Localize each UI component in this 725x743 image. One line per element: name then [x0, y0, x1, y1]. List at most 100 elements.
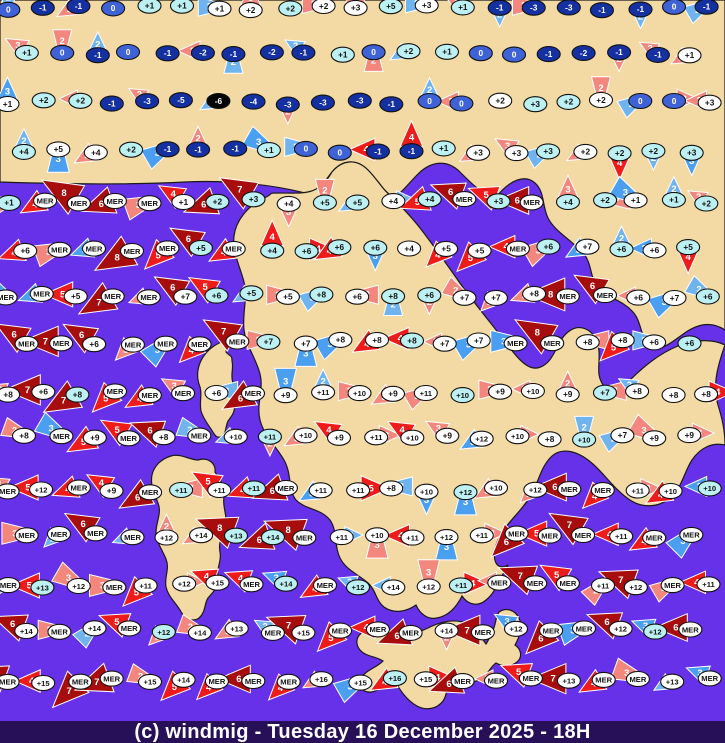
- svg-text:+3: +3: [422, 0, 432, 10]
- svg-text:+5: +5: [353, 197, 363, 207]
- svg-text:-1: -1: [39, 3, 47, 13]
- svg-text:MER: MER: [104, 292, 121, 301]
- svg-text:+12: +12: [475, 435, 488, 444]
- svg-text:MER: MER: [522, 674, 539, 683]
- svg-text:6: 6: [552, 482, 557, 493]
- svg-text:+3: +3: [249, 194, 259, 204]
- svg-text:+9: +9: [388, 389, 398, 399]
- svg-text:6: 6: [170, 283, 175, 294]
- svg-text:0: 0: [304, 144, 309, 154]
- svg-text:+12: +12: [440, 533, 453, 542]
- svg-text:+1: +1: [631, 195, 641, 205]
- svg-text:+6: +6: [212, 388, 222, 398]
- svg-text:8: 8: [535, 328, 540, 339]
- svg-text:-3: -3: [143, 96, 151, 106]
- svg-text:+2: +2: [319, 1, 329, 11]
- svg-text:+6: +6: [703, 291, 713, 301]
- svg-text:6: 6: [673, 623, 678, 634]
- svg-text:+12: +12: [35, 485, 48, 494]
- svg-text:+15: +15: [297, 629, 311, 638]
- svg-text:-3: -3: [530, 3, 538, 13]
- svg-text:MER: MER: [70, 483, 87, 492]
- svg-text:+8: +8: [632, 386, 642, 396]
- svg-text:MER: MER: [559, 292, 576, 301]
- svg-text:MER: MER: [103, 674, 120, 683]
- svg-text:-2: -2: [199, 48, 207, 58]
- svg-text:+6: +6: [544, 241, 554, 251]
- svg-text:+7: +7: [181, 292, 191, 302]
- svg-text:+2: +2: [702, 198, 712, 208]
- svg-text:+6: +6: [425, 290, 435, 300]
- svg-text:-1: -1: [388, 99, 396, 109]
- svg-text:6: 6: [79, 330, 84, 341]
- svg-text:+15: +15: [419, 675, 433, 684]
- svg-text:3: 3: [426, 568, 431, 579]
- svg-text:+1: +1: [145, 1, 155, 11]
- svg-text:0: 0: [371, 47, 376, 57]
- svg-text:+6: +6: [617, 244, 627, 254]
- svg-text:+3: +3: [351, 3, 361, 13]
- svg-text:+12: +12: [160, 533, 173, 542]
- svg-text:MER: MER: [629, 675, 646, 684]
- svg-text:+12: +12: [157, 628, 170, 637]
- svg-text:0: 0: [6, 5, 11, 15]
- svg-text:MER: MER: [0, 581, 17, 590]
- svg-text:-1: -1: [408, 146, 416, 156]
- svg-text:+12: +12: [178, 580, 191, 589]
- svg-text:MER: MER: [488, 677, 505, 686]
- svg-text:-1: -1: [300, 47, 308, 57]
- svg-text:-1: -1: [545, 49, 553, 59]
- svg-text:MER: MER: [229, 337, 246, 346]
- svg-text:+9: +9: [563, 389, 573, 399]
- svg-text:MER: MER: [561, 485, 578, 494]
- svg-text:0: 0: [478, 48, 483, 58]
- svg-text:+11: +11: [264, 433, 277, 442]
- svg-text:MER: MER: [474, 628, 491, 637]
- svg-text:+9: +9: [649, 433, 659, 443]
- svg-text:+8: +8: [669, 390, 679, 400]
- svg-text:+12: +12: [510, 625, 523, 634]
- svg-text:MER: MER: [53, 432, 70, 441]
- svg-text:+16: +16: [388, 674, 401, 683]
- svg-text:+9: +9: [443, 431, 453, 441]
- svg-text:MER: MER: [225, 245, 242, 254]
- svg-text:MER: MER: [559, 579, 576, 588]
- svg-text:+14: +14: [440, 626, 454, 635]
- svg-text:MER: MER: [124, 340, 141, 349]
- svg-text:+12: +12: [459, 488, 472, 497]
- svg-text:MER: MER: [594, 486, 611, 495]
- svg-text:+7: +7: [491, 293, 501, 303]
- svg-text:MER: MER: [509, 245, 526, 254]
- svg-text:+10: +10: [578, 435, 591, 444]
- svg-text:MER: MER: [264, 629, 281, 638]
- svg-text:3: 3: [283, 376, 288, 387]
- svg-text:MER: MER: [682, 625, 699, 634]
- svg-text:+12: +12: [352, 583, 365, 592]
- svg-text:8: 8: [61, 188, 66, 199]
- svg-text:+8: +8: [73, 389, 83, 399]
- svg-text:MER: MER: [157, 340, 174, 349]
- svg-text:+9: +9: [685, 430, 695, 440]
- svg-text:+3: +3: [687, 148, 697, 158]
- svg-text:+6: +6: [89, 339, 99, 349]
- svg-text:+10: +10: [406, 434, 419, 443]
- svg-text:+2: +2: [564, 97, 574, 107]
- svg-text:+11: +11: [248, 484, 261, 493]
- svg-text:+5: +5: [283, 292, 293, 302]
- svg-text:+8: +8: [19, 431, 29, 441]
- svg-text:+1: +1: [439, 143, 449, 153]
- svg-text:MER: MER: [33, 290, 50, 299]
- svg-text:+2: +2: [126, 145, 136, 155]
- svg-text:6: 6: [80, 519, 85, 530]
- svg-text:+2: +2: [581, 147, 591, 157]
- svg-text:MER: MER: [508, 529, 525, 538]
- svg-text:MER: MER: [541, 531, 558, 540]
- svg-text:+12: +12: [529, 486, 542, 495]
- svg-text:4: 4: [409, 133, 415, 144]
- svg-text:+1: +1: [442, 47, 452, 57]
- svg-text:+3: +3: [473, 148, 483, 158]
- svg-text:+1: +1: [177, 1, 187, 11]
- svg-text:+2: +2: [39, 95, 49, 105]
- svg-text:+8: +8: [407, 335, 417, 345]
- svg-text:+7: +7: [440, 339, 450, 349]
